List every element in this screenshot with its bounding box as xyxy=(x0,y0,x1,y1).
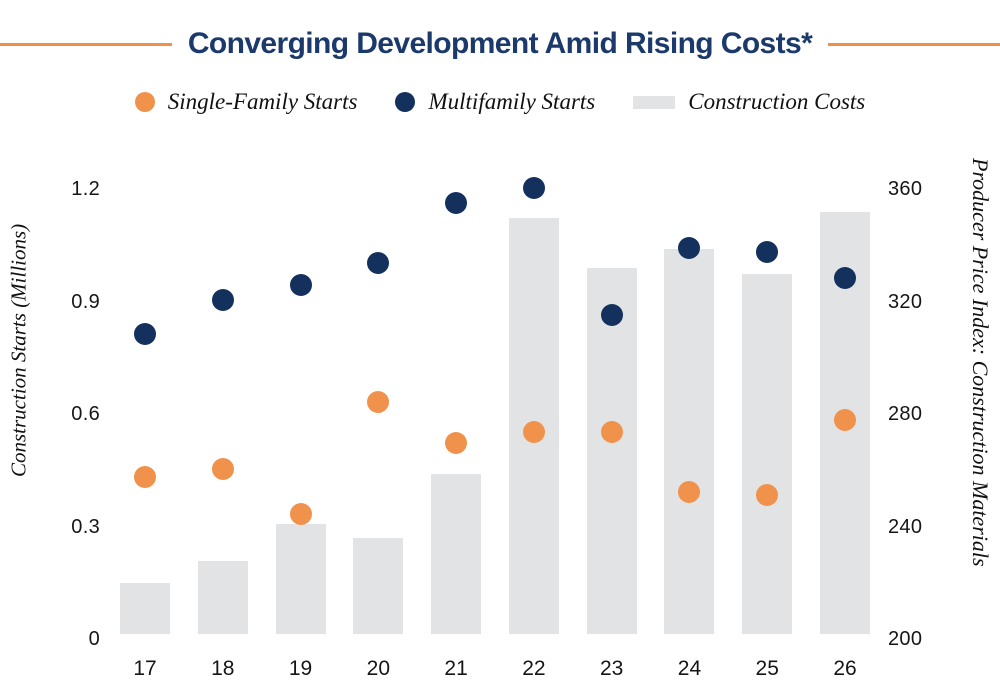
legend-label: Multifamily Starts xyxy=(428,89,596,114)
right-axis-tick: 240 xyxy=(888,515,923,538)
dot-multifamily-19 xyxy=(289,274,312,297)
left-axis-tick: 0.6 xyxy=(71,403,100,425)
dot-single-family-24 xyxy=(678,480,701,503)
right-axis-tick: 280 xyxy=(888,403,923,425)
multifamily-marker-icon xyxy=(395,92,416,112)
legend-label: Construction Costs xyxy=(688,89,866,114)
dot-multifamily-17 xyxy=(134,323,156,345)
right-axis-title: Producer Price Index: Construction Mater… xyxy=(968,158,993,567)
dot-multifamily-25 xyxy=(756,240,779,263)
x-axis-label: 22 xyxy=(522,657,546,680)
legend: Single-Family Starts Multifamily Starts … xyxy=(0,86,1000,118)
construction-costs-marker-icon xyxy=(633,95,676,109)
legend-label: Single-Family Starts xyxy=(167,89,358,114)
x-axis-label: 24 xyxy=(677,657,702,680)
dot-multifamily-18 xyxy=(211,289,234,312)
right-axis-tick: 200 xyxy=(888,628,923,650)
x-axis-label: 19 xyxy=(288,657,313,680)
bar-construction-costs-24 xyxy=(664,248,715,634)
right-axis-tick: 360 xyxy=(888,178,923,200)
right-axis-tick: 320 xyxy=(888,290,923,313)
dot-multifamily-20 xyxy=(367,251,390,274)
legend-item-single-family: Single-Family Starts xyxy=(134,89,358,115)
chart-header: Converging Development Amid Rising Costs… xyxy=(0,24,1000,64)
left-axis-tick: 0.9 xyxy=(71,290,100,313)
x-axis-label: 21 xyxy=(444,657,468,680)
dot-multifamily-23 xyxy=(600,304,623,327)
title-rule-right xyxy=(828,42,1000,46)
x-axis-label: 25 xyxy=(755,657,779,680)
dot-multifamily-26 xyxy=(834,266,857,289)
left-axis-tick: 1.2 xyxy=(71,178,100,200)
dot-multifamily-24 xyxy=(678,236,701,259)
bar-construction-costs-19 xyxy=(275,524,326,634)
dot-single-family-19 xyxy=(289,503,312,525)
bar-construction-costs-23 xyxy=(586,268,637,634)
legend-item-construction-costs: Construction Costs xyxy=(633,89,865,115)
bar-construction-costs-17 xyxy=(120,583,170,634)
dot-multifamily-22 xyxy=(522,176,545,199)
single-family-marker-icon xyxy=(134,92,155,112)
x-axis-label: 18 xyxy=(211,657,235,680)
dot-single-family-20 xyxy=(367,390,390,413)
x-axis-label: 26 xyxy=(833,657,857,680)
dot-multifamily-21 xyxy=(445,191,468,214)
left-axis-tick: 0 xyxy=(88,628,100,650)
dot-single-family-23 xyxy=(600,420,623,443)
x-axis-label: 23 xyxy=(599,657,624,680)
dot-single-family-18 xyxy=(211,458,234,480)
dot-single-family-25 xyxy=(756,484,779,507)
bar-construction-costs-25 xyxy=(742,274,793,634)
chart-title: Converging Development Amid Rising Costs… xyxy=(187,27,813,60)
title-rule-left xyxy=(0,42,172,46)
legend-item-multifamily: Multifamily Starts xyxy=(395,89,595,115)
dot-single-family-17 xyxy=(134,465,156,488)
left-axis-tick: 0.3 xyxy=(71,515,100,538)
x-axis-label: 20 xyxy=(366,657,390,680)
dot-single-family-22 xyxy=(522,420,545,443)
bar-construction-costs-21 xyxy=(431,473,482,634)
dot-single-family-21 xyxy=(445,431,468,454)
bar-construction-costs-18 xyxy=(197,560,248,634)
dot-single-family-26 xyxy=(834,409,857,432)
bar-construction-costs-20 xyxy=(353,538,404,634)
x-axis-label: 17 xyxy=(133,657,157,680)
